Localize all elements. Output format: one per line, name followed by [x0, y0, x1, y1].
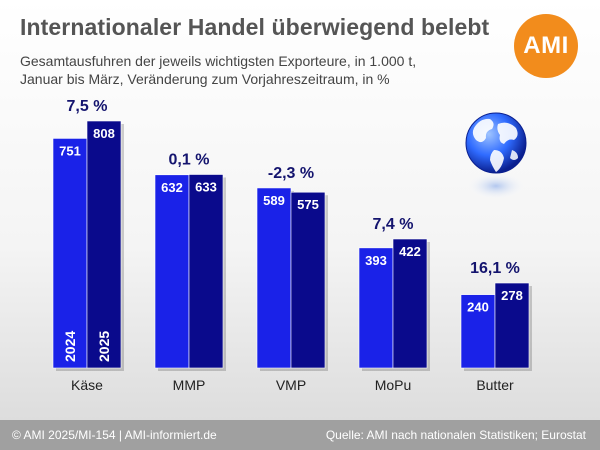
subtitle-line-2: Januar bis März, Veränderung zum Vorjahr… — [20, 71, 390, 87]
bar-2024-2 — [154, 174, 190, 369]
category-label: MMP — [173, 377, 206, 393]
bar-value-label: 575 — [297, 197, 319, 212]
category-label: Käse — [71, 377, 103, 393]
change-label: 0,1 % — [169, 151, 210, 168]
bar-value-label: 751 — [59, 143, 81, 158]
footer-source: Quelle: AMI nach nationalen Statistiken;… — [325, 428, 586, 442]
chart-subtitle: Gesamtausfuhren der jeweils wichtigsten … — [20, 52, 480, 88]
bar-value-label: 422 — [399, 244, 421, 259]
bar-2024-1 — [52, 138, 88, 369]
bar-2025-1 — [86, 120, 122, 369]
change-label: -2,3 % — [268, 165, 314, 182]
bar-2025-4 — [392, 238, 428, 369]
series-label-2024: 2024 — [62, 331, 78, 362]
bar-2024-3 — [256, 187, 292, 369]
bar-2024-4 — [358, 247, 394, 369]
change-label: 7,5 % — [67, 98, 108, 115]
change-label: 16,1 % — [470, 260, 520, 277]
series-label-2025: 2025 — [96, 331, 112, 362]
bar-value-label: 393 — [365, 253, 387, 268]
footer-copyright: © AMI 2025/MI-154 | AMI-informiert.de — [12, 428, 217, 442]
footer-bar: © AMI 2025/MI-154 | AMI-informiert.de Qu… — [0, 420, 600, 450]
category-label: MoPu — [375, 377, 412, 393]
globe-icon — [465, 112, 527, 200]
bar-value-label: 808 — [93, 126, 115, 141]
bar-2024-5 — [460, 294, 496, 369]
bar-chart: 751 2024 808 2025 7,5 % Käse 632 633 0,1 % MMP 589… — [52, 98, 532, 393]
bar-2025-3 — [290, 191, 326, 369]
ami-logo: AMI — [514, 14, 578, 78]
category-label: VMP — [276, 377, 306, 393]
change-label: 7,4 % — [373, 216, 414, 233]
bar-value-label: 278 — [501, 288, 523, 303]
chart-title: Internationaler Handel überwiegend beleb… — [20, 14, 490, 40]
bar-value-label: 589 — [263, 193, 285, 208]
bar-value-label: 240 — [467, 300, 489, 315]
bar-2025-5 — [494, 282, 530, 369]
bar-value-label: 632 — [161, 180, 183, 195]
bar-value-label: 633 — [195, 179, 217, 194]
bar-2025-2 — [188, 174, 224, 369]
category-label: Butter — [476, 377, 514, 393]
subtitle-line-1: Gesamtausfuhren der jeweils wichtigsten … — [20, 53, 417, 69]
